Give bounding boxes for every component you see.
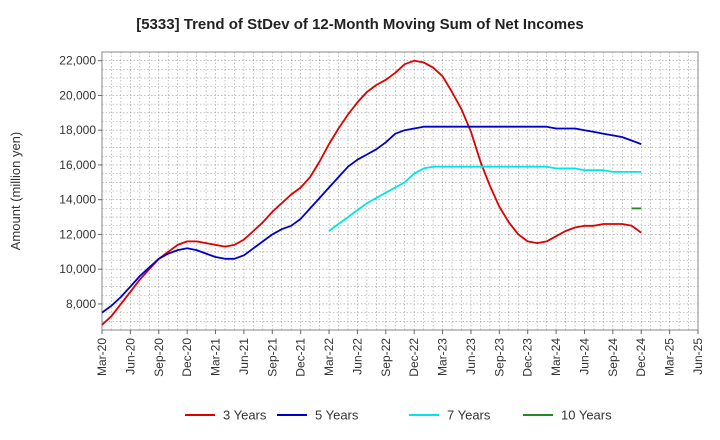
x-tick-label: Sep-20 <box>152 338 166 377</box>
x-tick-label: Mar-22 <box>322 338 336 376</box>
y-tick-label: 18,000 <box>59 123 96 137</box>
x-tick-label: Jun-25 <box>691 338 705 375</box>
legend-label: 7 Years <box>447 408 491 423</box>
grid-layer <box>101 52 699 330</box>
x-tick-label: Mar-25 <box>663 338 677 376</box>
y-axis-title: Amount (million yen) <box>8 132 23 251</box>
legend-label: 10 Years <box>561 408 612 423</box>
y-tick-label: 20,000 <box>59 88 96 102</box>
plot-area <box>101 51 699 331</box>
x-tick-label: Sep-24 <box>606 338 620 377</box>
x-tick-label: Mar-20 <box>95 338 109 376</box>
x-tick-label: Sep-21 <box>265 338 279 377</box>
y-tick-label: 12,000 <box>59 227 96 241</box>
legend-label: 3 Years <box>223 408 267 423</box>
legend-label: 5 Years <box>315 408 359 423</box>
y-tick-label: 22,000 <box>59 54 96 68</box>
x-tick-label: Dec-21 <box>294 338 308 377</box>
x-tick-label: Jun-24 <box>577 338 591 375</box>
x-tick-label: Mar-23 <box>436 338 450 376</box>
x-tick-label: Jun-23 <box>464 338 478 375</box>
series-line-5-years <box>101 125 642 314</box>
x-tick-label: Dec-20 <box>180 338 194 377</box>
x-tick-label: Mar-24 <box>549 338 563 376</box>
y-tick-label: 10,000 <box>59 262 96 276</box>
x-tick-label: Sep-22 <box>379 338 393 377</box>
x-axis: Mar-20 Jun-20 Sep-20 Dec-20 Mar-21 Jun-21 Sep-… <box>95 330 705 377</box>
y-tick-label: 8,000 <box>66 297 96 311</box>
series-line-7-years <box>328 165 642 232</box>
x-tick-label: Jun-22 <box>350 338 364 375</box>
series-line-3-years <box>101 59 642 326</box>
series-layer <box>101 59 642 326</box>
x-tick-label: Sep-23 <box>492 338 506 377</box>
x-tick-label: Jun-21 <box>237 338 251 375</box>
legend: 3 Years 5 Years 7 Years 10 Years <box>185 408 612 423</box>
y-tick-label: 16,000 <box>59 158 96 172</box>
x-tick-label: Mar-21 <box>209 338 223 376</box>
x-tick-label: Jun-20 <box>123 338 137 375</box>
y-axis: 8,000 10,000 12,000 14,000 16,000 18,000 20,00… <box>59 54 102 311</box>
x-tick-label: Dec-24 <box>634 338 648 377</box>
x-tick-label: Dec-23 <box>521 338 535 377</box>
y-tick-label: 14,000 <box>59 193 96 207</box>
chart-title: [5333] Trend of StDev of 12-Month Moving… <box>136 16 584 33</box>
x-tick-label: Dec-22 <box>407 338 421 377</box>
